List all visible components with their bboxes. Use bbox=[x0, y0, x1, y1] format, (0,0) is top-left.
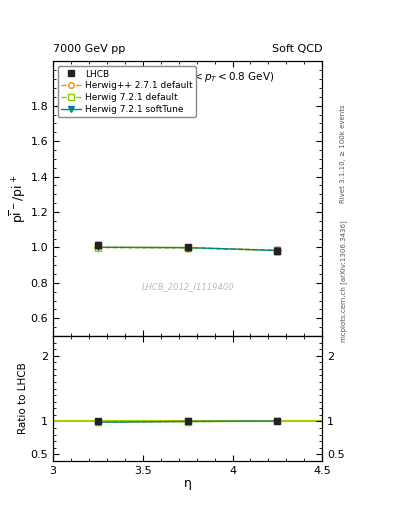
Text: $\pi^-/\pi^+$ vs $|y|$ $(0.0 < p_T < 0.8$ GeV$)$: $\pi^-/\pi^+$ vs $|y|$ $(0.0 < p_T < 0.8… bbox=[101, 70, 274, 85]
Text: 7000 GeV pp: 7000 GeV pp bbox=[53, 44, 125, 54]
Y-axis label: Ratio to LHCB: Ratio to LHCB bbox=[18, 362, 28, 434]
Text: Soft QCD: Soft QCD bbox=[272, 44, 322, 54]
Text: Rivet 3.1.10, ≥ 100k events: Rivet 3.1.10, ≥ 100k events bbox=[340, 104, 346, 203]
Legend: LHCB, Herwig++ 2.7.1 default, Herwig 7.2.1 default, Herwig 7.2.1 softTune: LHCB, Herwig++ 2.7.1 default, Herwig 7.2… bbox=[57, 66, 196, 117]
Y-axis label: $\rm{p}\overline{\rm{i}}^-/\rm{p}\rm{i}^+$: $\rm{p}\overline{\rm{i}}^-/\rm{p}\rm{i}^… bbox=[7, 175, 28, 223]
X-axis label: η: η bbox=[184, 477, 192, 490]
Text: mcplots.cern.ch [arXiv:1306.3436]: mcplots.cern.ch [arXiv:1306.3436] bbox=[340, 221, 347, 343]
Text: LHCB_2012_I1119400: LHCB_2012_I1119400 bbox=[141, 282, 234, 291]
